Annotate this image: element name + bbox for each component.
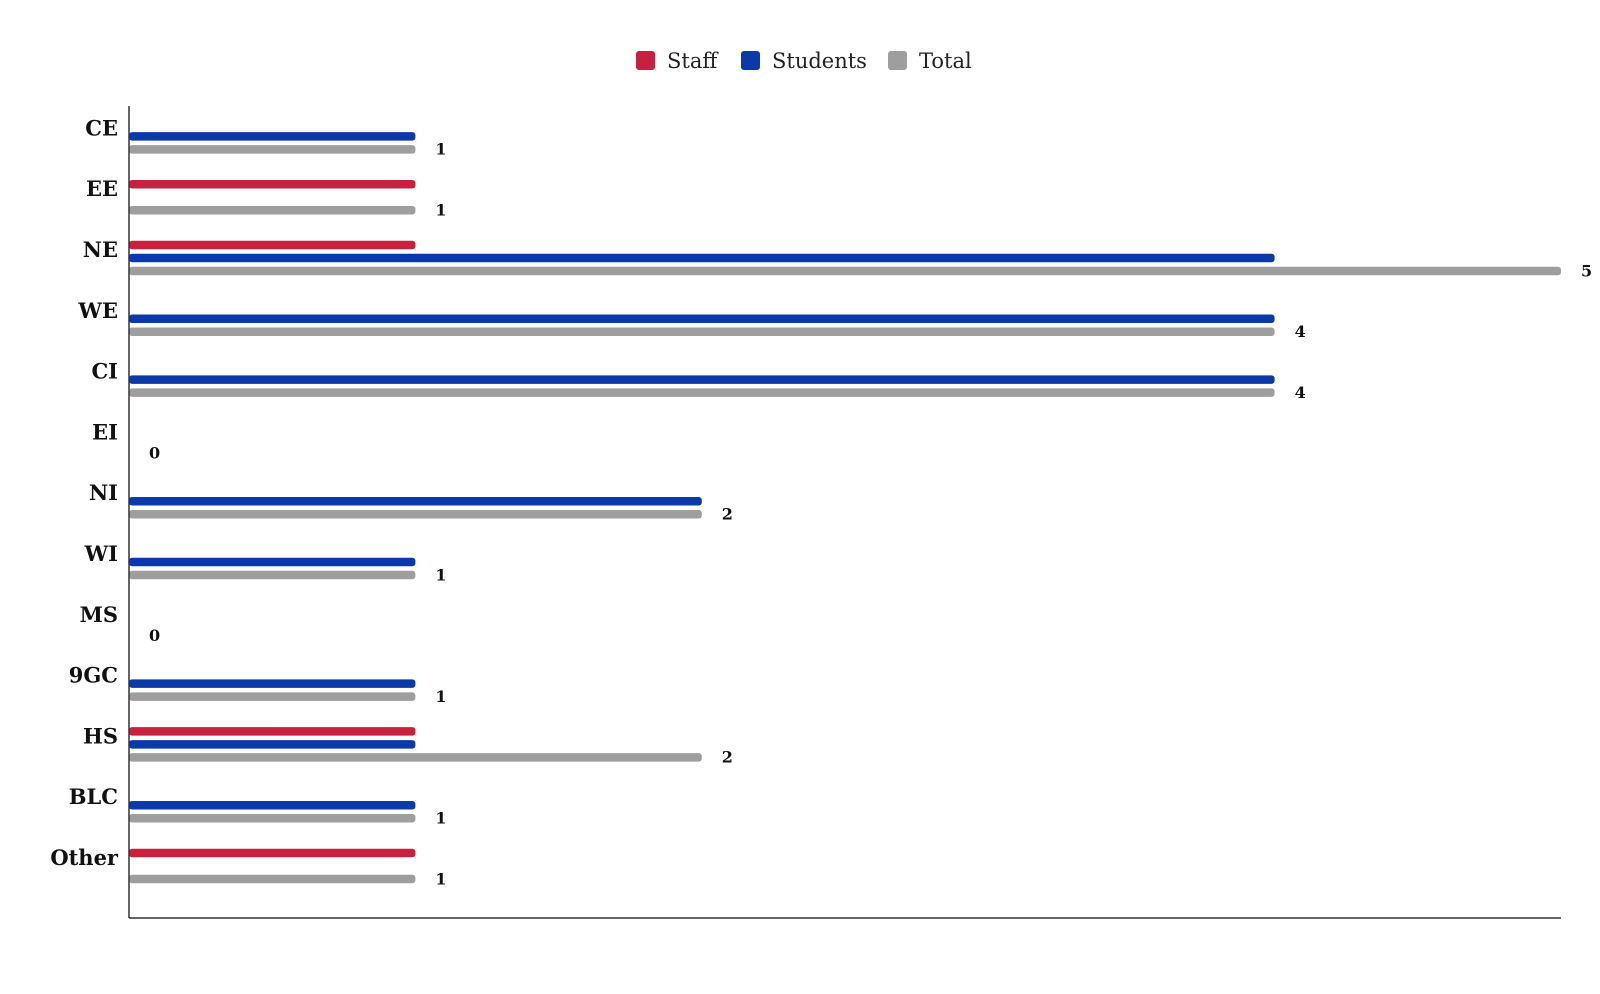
bar-total-we (129, 327, 1275, 337)
data-label-blc: 1 (435, 808, 446, 827)
bar-total-9gc (129, 692, 416, 701)
bar-total-hs (129, 753, 702, 762)
bar-staff-ne (129, 240, 416, 250)
bar-total-ci (129, 388, 1275, 397)
bar-students-ne (129, 253, 1275, 263)
category-label-ni: NI (89, 480, 118, 505)
bar-total-ee (129, 205, 416, 215)
data-label-wi: 1 (435, 565, 446, 584)
data-label-hs: 2 (722, 748, 733, 767)
category-label-9gc: 9GC (69, 663, 118, 688)
bar-students-ci (129, 375, 1275, 384)
data-label-ce: 1 (435, 140, 446, 159)
data-label-other: 1 (435, 869, 446, 888)
data-label-ms: 0 (149, 626, 160, 645)
data-label-ei: 0 (149, 444, 160, 463)
bar-total-wi (129, 570, 416, 580)
category-label-ce: CE (85, 115, 118, 140)
category-label-ms: MS (80, 602, 118, 627)
bar-staff-other (129, 848, 416, 858)
bar-total-other (129, 874, 416, 884)
category-label-blc: BLC (69, 784, 118, 809)
category-label-wi: WI (84, 541, 118, 566)
bar-total-ni (129, 509, 702, 519)
labels-group: CE 1 EE 1 NE 5 WE 4 CI 4 EI 0 NI 2 WI 1 MS 0 9GC 1 HS 2 BLC 1 Ot… (50, 115, 1592, 888)
bar-staff-hs (129, 727, 416, 736)
bar-total-blc (129, 813, 416, 823)
bars-group (129, 132, 1561, 884)
legend-swatch-students (741, 51, 760, 70)
data-label-ni: 2 (722, 504, 733, 523)
category-label-hs: HS (83, 723, 118, 748)
bar-total-ce (129, 145, 416, 154)
bar-staff-ee (129, 179, 416, 189)
bar-students-we (129, 314, 1275, 324)
category-label-ci: CI (91, 359, 118, 384)
bar-total-ne (129, 266, 1561, 276)
bar-students-wi (129, 557, 416, 567)
data-label-ne: 5 (1581, 261, 1592, 280)
bar-students-9gc (129, 679, 416, 688)
category-label-other: Other (50, 845, 119, 870)
bar-students-hs (129, 740, 416, 749)
category-label-ee: EE (86, 176, 118, 201)
legend-swatch-total (888, 51, 907, 70)
legend: Staff Students Total (636, 49, 972, 73)
category-label-ne: NE (83, 237, 118, 262)
data-label-we: 4 (1295, 322, 1306, 341)
bar-students-ce (129, 132, 416, 141)
data-label-9gc: 1 (435, 687, 446, 706)
data-label-ee: 1 (435, 200, 446, 219)
legend-label-students: Students (772, 49, 867, 73)
data-label-ci: 4 (1295, 383, 1306, 402)
legend-label-total: Total (919, 49, 972, 73)
legend-label-staff: Staff (667, 49, 719, 73)
category-label-ei: EI (92, 419, 118, 444)
bar-students-blc (129, 800, 416, 810)
bar-students-ni (129, 496, 702, 506)
category-label-we: WE (77, 298, 118, 323)
legend-swatch-staff (636, 51, 655, 70)
